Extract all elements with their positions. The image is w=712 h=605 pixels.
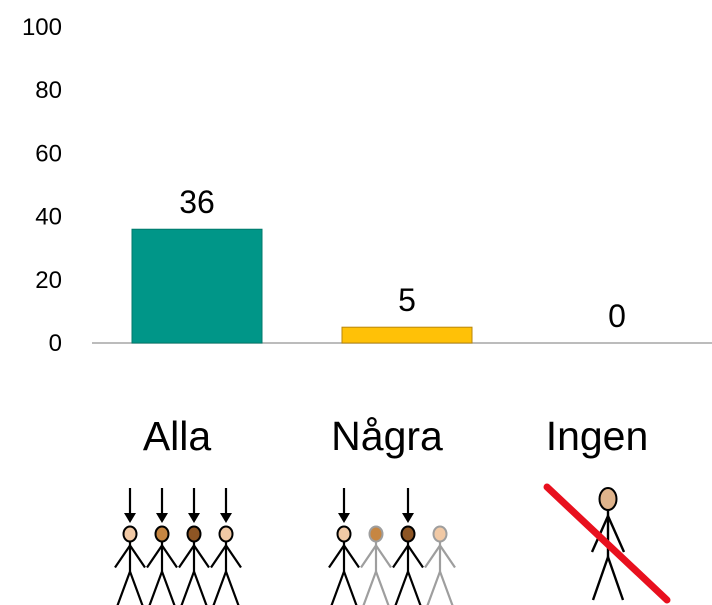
y-tick-label: 60 [35,140,62,167]
y-tick-label: 80 [35,77,62,104]
bars [131,228,473,344]
category-label-1: Alla [143,413,212,459]
person-figure [328,525,360,605]
people-some-icon [328,488,456,605]
bar-några [341,326,473,344]
down-arrow-icon [124,488,136,523]
data-labels: 36 5 0 [179,184,626,334]
category-label-3: Ingen [546,413,649,459]
y-tick-label: 0 [49,330,62,357]
down-arrow-icon [188,488,200,523]
down-arrow-icon [402,488,414,523]
bar-alla [131,228,263,344]
y-axis-ticks: 0 20 40 60 80 100 [22,14,62,357]
person-figure [178,525,210,605]
person-figure [114,525,146,605]
people-all-icon [114,488,242,605]
person-figure [146,525,178,605]
strike-through-line [543,483,671,604]
person-figure [360,525,392,605]
category-labels: Alla Några Ingen [143,413,648,459]
category-icons [114,483,671,605]
person-figure [210,525,242,605]
people-none-icon [543,483,671,604]
down-arrow-icon [338,488,350,523]
down-arrow-icon [220,488,232,523]
y-tick-label: 100 [22,14,62,41]
data-label-några: 5 [398,282,416,318]
y-tick-label: 20 [35,267,62,294]
data-label-ingen: 0 [608,298,626,334]
category-label-2: Några [331,413,443,459]
person-figure [392,525,424,605]
y-tick-label: 40 [35,204,62,231]
down-arrow-icon [156,488,168,523]
data-label-alla: 36 [179,184,215,220]
person-figure [424,525,456,605]
